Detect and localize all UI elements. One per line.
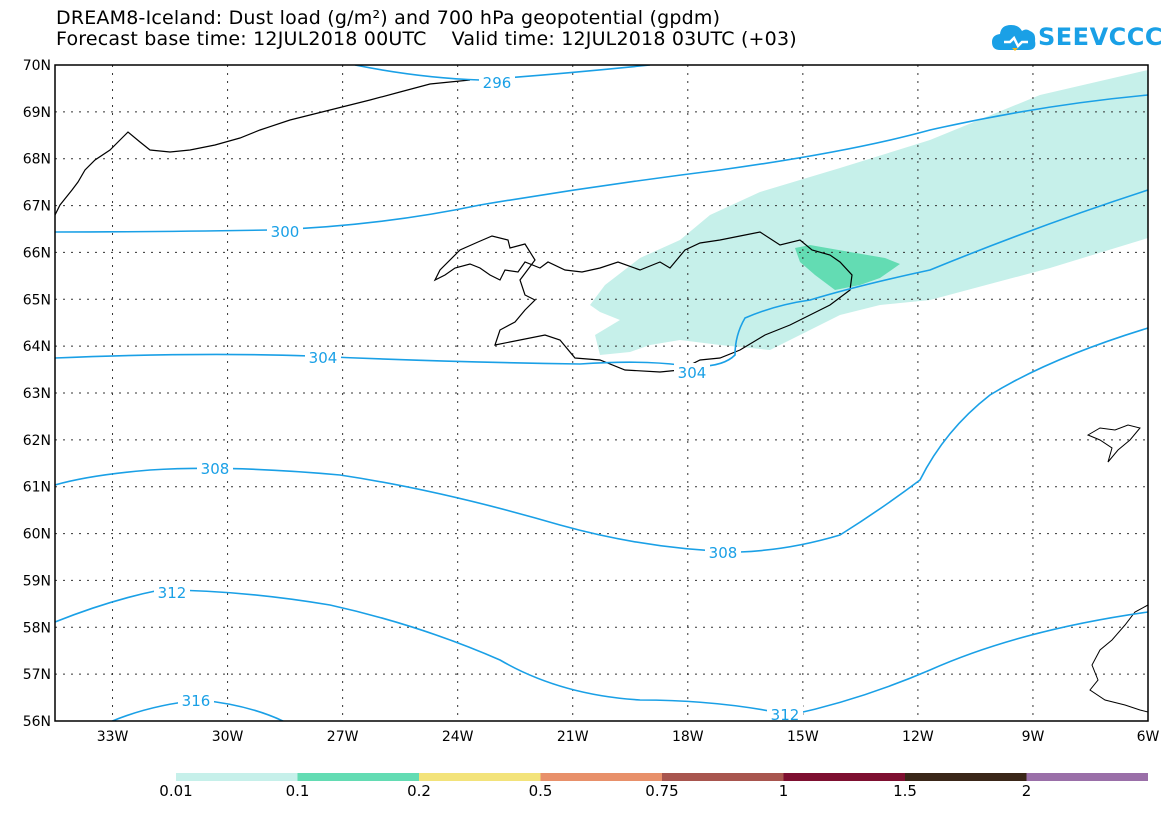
legend-label: 1.5 <box>893 782 917 800</box>
legend-color-box <box>1026 773 1148 781</box>
lat-tick-label: 59N <box>23 573 51 589</box>
lon-tick-label: 12W <box>902 729 934 745</box>
chart-title: DREAM8-Iceland: Dust load (g/m²) and 700… <box>6 8 797 71</box>
contour-label-bg <box>178 691 214 709</box>
contour-label-bg <box>479 73 515 91</box>
lon-tick-label: 21W <box>557 729 589 745</box>
contour-label: 300 <box>271 223 300 241</box>
map-frame <box>54 64 1149 722</box>
lon-tick-label: 24W <box>442 729 474 745</box>
legend-color-box <box>783 773 905 781</box>
legend-color-box <box>419 773 541 781</box>
lon-tick-label: 33W <box>97 729 129 745</box>
legend-color-box <box>176 773 298 781</box>
contour-label-bg <box>767 705 803 721</box>
lat-tick-label: 69N <box>23 105 51 121</box>
contour-label: 296 <box>483 74 512 92</box>
legend-color-box <box>662 773 784 781</box>
legend-label: 0.5 <box>528 782 553 800</box>
legend-label: 0.75 <box>645 782 679 800</box>
contour-label-bg <box>267 222 303 240</box>
contour-label: 312 <box>158 584 187 602</box>
lon-tick-label: 15W <box>787 729 819 745</box>
legend-color-box <box>540 773 662 781</box>
lat-tick-label: 70N <box>23 58 51 74</box>
dust-load-area-light <box>590 70 1148 355</box>
legend-label: 0.2 <box>407 782 431 800</box>
legend-label: 0.01 <box>159 782 193 800</box>
lat-tick-label: 60N <box>23 527 51 543</box>
contour-label: 312 <box>771 706 800 724</box>
coastline-scotland <box>1089 604 1148 713</box>
contour-300 <box>55 94 1148 233</box>
lon-tick-label: 9W <box>1022 729 1045 745</box>
lon-tick-label: 6W <box>1137 729 1160 745</box>
contour-labels: 296 300 304 304 308 308 312 312 316 <box>154 73 803 724</box>
lat-tick-label: 62N <box>23 433 51 449</box>
lat-tick-label: 65N <box>23 292 51 308</box>
contour-label-bg <box>674 363 710 381</box>
lon-tick-label: 30W <box>212 729 244 745</box>
title-line-2: Forecast base time: 12JUL2018 00UTC Vali… <box>56 28 797 50</box>
contour-label: 308 <box>709 544 738 562</box>
logo-text: SEEVCCC <box>1038 23 1163 51</box>
contour-label: 304 <box>309 349 338 367</box>
legend-label: 1 <box>778 782 789 800</box>
contour-label-bg <box>154 583 190 601</box>
dust-load-area-medium <box>795 245 900 290</box>
legend-label: 0.1 <box>285 782 310 800</box>
lat-tick-label: 64N <box>23 339 51 355</box>
lon-tick-label: 27W <box>327 729 359 745</box>
lat-tick-label: 58N <box>23 620 51 636</box>
contour-label-bg <box>305 348 341 366</box>
contour-label-bg <box>705 543 741 561</box>
legend-label: 2 <box>1021 782 1032 800</box>
lat-tick-label: 61N <box>23 480 51 496</box>
coastline-iceland <box>433 231 853 373</box>
coastline-faroe <box>1086 424 1141 463</box>
legend-color-box <box>297 773 419 781</box>
lat-tick-label: 63N <box>23 386 51 402</box>
lat-tick-label: 66N <box>23 245 51 261</box>
seevccc-logo: SEEVCCC <box>990 20 1163 58</box>
gridlines <box>55 65 1148 721</box>
lon-tick-label: 18W <box>672 729 704 745</box>
contour-label: 308 <box>201 460 230 478</box>
lat-tick-label: 57N <box>23 667 51 683</box>
lat-tick-label: 56N <box>23 714 51 730</box>
cloud-icon <box>992 25 1036 51</box>
coastline-greenland <box>55 79 471 216</box>
contour-312 <box>55 589 1148 716</box>
lat-tick-label: 68N <box>23 152 51 168</box>
contour-label-bg <box>197 459 233 477</box>
contour-label: 304 <box>678 364 707 382</box>
lat-tick-label: 67N <box>23 199 51 215</box>
title-line-1: DREAM8-Iceland: Dust load (g/m²) and 700… <box>56 7 721 29</box>
contour-label: 316 <box>182 692 211 710</box>
legend-color-box <box>905 773 1027 781</box>
